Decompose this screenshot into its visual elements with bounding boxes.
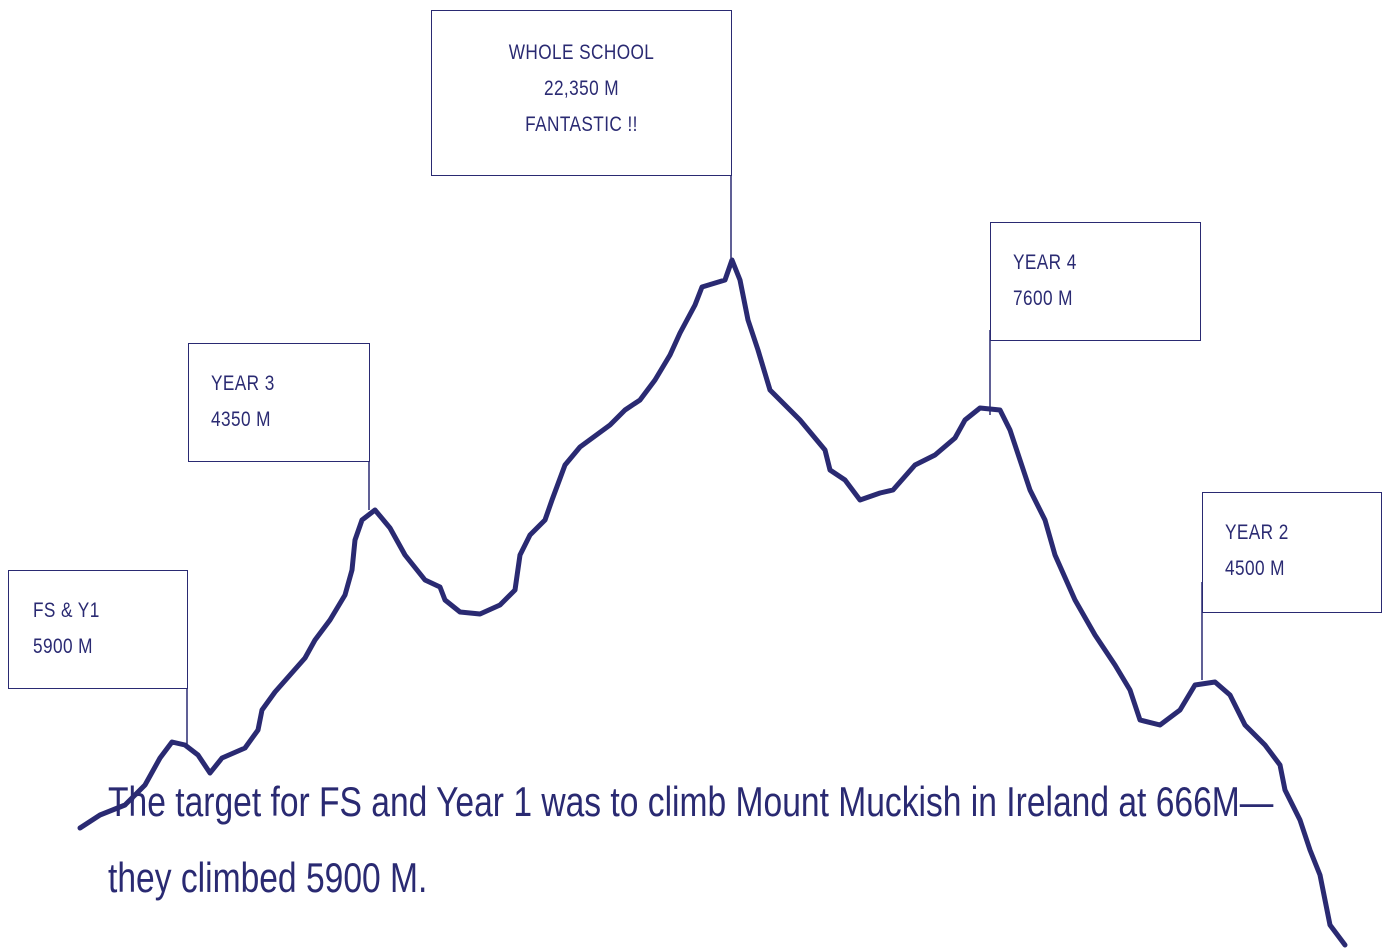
text-line: YEAR 4 xyxy=(1013,245,1166,281)
text-line: they climbed 5900 M. xyxy=(108,840,1273,916)
text-line: YEAR 2 xyxy=(1225,515,1353,551)
text-line: YEAR 3 xyxy=(211,366,341,402)
text-line: 4500 M xyxy=(1225,551,1353,587)
text-line: 22,350 M xyxy=(459,71,704,107)
text-line: 5900 M xyxy=(33,629,159,665)
text-line: WHOLE SCHOOL xyxy=(459,35,704,71)
text-line: FS & Y1 xyxy=(33,593,159,629)
caption: The target for FS and Year 1 was to clim… xyxy=(108,764,1384,916)
slide: {"flags": [ {"lines": ["WHOLE SCHOOL", "… xyxy=(0,0,1384,949)
text-line: 7600 M xyxy=(1013,281,1166,317)
text-line: FANTASTIC !! xyxy=(459,107,704,143)
page: html, body { margin: 0; padding: 0; } bo… xyxy=(0,0,1384,949)
text-line: 4350 M xyxy=(211,402,341,438)
text-line: The target for FS and Year 1 was to clim… xyxy=(108,764,1273,840)
